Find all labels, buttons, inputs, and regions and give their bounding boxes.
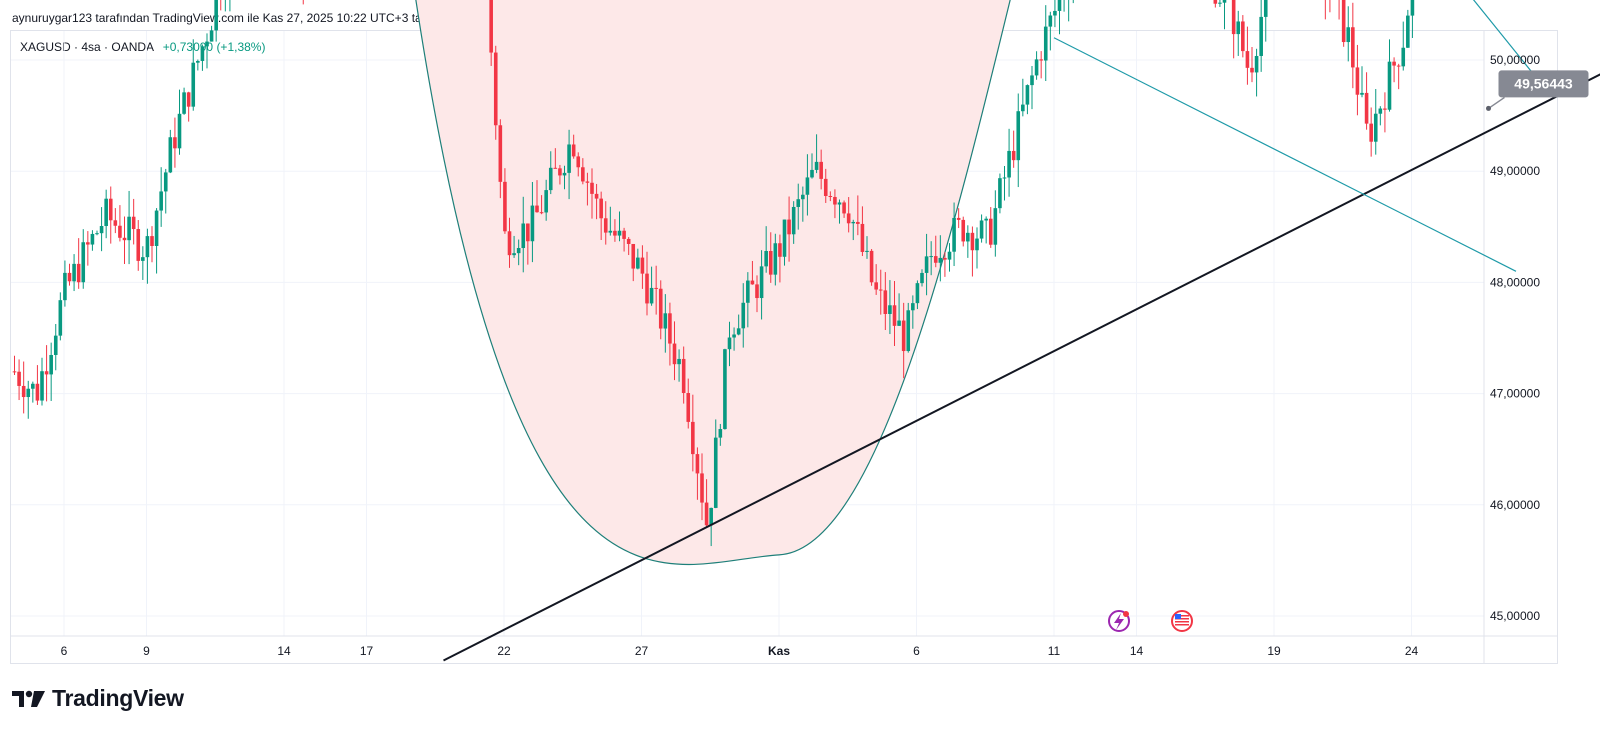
candle-body xyxy=(1231,0,1236,35)
candle-body xyxy=(1410,0,1415,16)
tradingview-logo-icon xyxy=(12,690,45,707)
chart-frame[interactable] xyxy=(10,30,1558,664)
brand-name: TradingView xyxy=(52,685,184,711)
symbol-legend: XAGUSD · 4sa · OANDA +0,73090 (+1,38%) xyxy=(20,40,265,54)
candle-body xyxy=(1053,10,1057,16)
candle-body xyxy=(1218,2,1222,4)
symbol-label: XAGUSD · 4sa · OANDA xyxy=(20,40,154,54)
candle-body xyxy=(1048,15,1053,27)
snapshot-header: aynuruygar123 tarafından TradingView.com… xyxy=(12,11,520,25)
symbol-change: +0,73090 (+1,38%) xyxy=(162,40,266,54)
candle-body xyxy=(1213,0,1218,4)
tradingview-brand[interactable]: TradingView xyxy=(12,685,184,712)
candle-body xyxy=(1222,0,1227,3)
candle-body xyxy=(1263,0,1268,17)
candle-body xyxy=(1057,0,1062,11)
